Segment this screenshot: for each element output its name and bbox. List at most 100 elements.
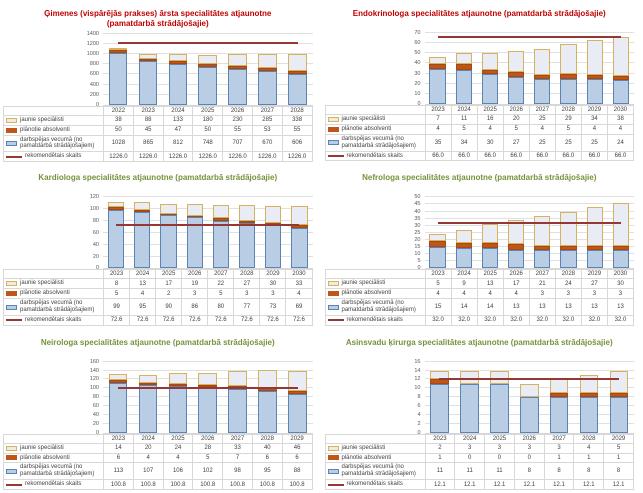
bar-segment-working-age [490,383,509,433]
plot-area: 0 2 4 6 8 10 12 14 16 [414,359,634,436]
bar-segment-graduates [228,66,247,69]
bar-segment-new-specialists [186,204,203,216]
bar-segment-graduates [534,245,551,250]
data-table: 2023 2024 2025 2026 2027 2028 2029 2030 jaunie s… [324,269,635,326]
y-axis-tick-label: 40 [414,208,421,215]
value-cell: 72.6 [155,314,183,326]
legend-label: darbspējas vecumā (no pamatdarbā strādāj… [20,464,95,478]
bar-segment-new-specialists [490,370,509,384]
plot-area: 0 200 400 600 800 1000 1200 1400 [87,31,313,108]
bar-segment-new-specialists [519,383,539,398]
legend-cell: plānotie absolventi [324,123,426,135]
bar-segment-working-age [134,212,151,269]
y-axis-tick-label: 60 [92,403,99,410]
chart-panel: Endokrinologa specialitātes atjaunotne (… [321,0,643,165]
legend-cell: rekomendētais skaits [324,150,426,162]
bar-segment-new-specialists [609,370,629,393]
legend-swatch-new-specialists [327,281,339,287]
data-table: 2023 2024 2025 2026 2027 2028 2029 2030 jaunie s… [3,269,313,326]
year-header-cell: 2029 [580,269,608,280]
year-header-cell: 2026 [502,269,530,280]
bar-column [503,33,529,104]
bar-segment-working-age [138,60,158,105]
value-cell: 13 [502,298,530,316]
bar-segment-working-age [108,382,128,433]
y-axis-tick-label: 40 [414,60,421,67]
y-axis-tick-label: 8 [417,394,421,401]
value-cell: 69 [285,298,313,316]
value-cell: 4 [424,288,452,300]
year-header-cell: 2028 [554,105,582,115]
legend-swatch-new-specialists [6,445,17,451]
value-cell: 1028 [103,134,134,153]
year-header-cell: 2028 [281,105,313,116]
value-cell: 133 [162,114,194,126]
chart-panel: Ģimenes (vispārējās prakses) ārsta speci… [0,0,322,165]
value-cell: 707 [222,134,253,153]
value-cell: 180 [192,114,224,126]
value-cell: 21 [528,278,556,290]
table-row: darbspējas vecumā (no pamatdarbā strādāj… [324,133,635,152]
bar-segment-new-specialists [108,373,128,380]
bar-segment-new-specialists [258,53,277,69]
bar-segment-new-specialists [258,370,277,388]
bar-segment-graduates [138,383,158,386]
value-cell: 6 [281,452,313,464]
bar-column [451,197,477,269]
recommended-line [437,221,621,224]
chart-title: Endokrinologa specialitātes atjaunotne (… [352,9,606,18]
table-header-row: 2023 2024 2025 2026 2027 2028 2029 [324,433,634,444]
value-cell: 865 [132,134,164,153]
bar-segment-new-specialists [168,373,188,384]
value-cell: 8 [603,462,634,481]
value-cell: 66.0 [502,150,530,162]
legend-label: jaunie speciālisti [341,444,386,451]
legend-label: darbspējas vecumā (no pamatdarbā strādāj… [20,300,95,313]
value-cell: 12.1 [424,479,456,491]
legend-label: plānotie absolventi [341,454,392,461]
y-axis-tick-label: 100 [89,385,99,392]
value-cell: 4 [528,123,556,135]
bars-area [425,33,635,104]
chart-panel: Kardiologa specialitātes atjaunotne (pam… [0,164,322,329]
value-cell: 99 [102,298,131,316]
bar-segment-graduates [430,379,449,384]
y-axis-tick-label: 400 [89,81,99,88]
y-axis-tick-label: 0 [95,101,99,108]
year-header-cell: 2024 [454,433,486,444]
legend-cell: rekomendētais skaits [3,151,104,163]
y-axis-tick-label: 0 [417,265,421,272]
year-header-cell: 2023 [103,433,134,444]
year-header-cell: 2028 [233,269,261,280]
y-axis-tick-label: 10 [414,90,421,97]
bar-segment-working-age [560,78,577,104]
bar-segment-graduates [560,245,577,250]
year-header-cell: 2024 [132,433,164,444]
value-cell: 66.0 [580,150,608,162]
bar-segment-graduates [455,64,472,70]
bar-segment-graduates [134,209,151,213]
legend-entry: jaunie speciālisti [6,445,101,452]
bars-area [103,34,313,105]
bar-segment-new-specialists [138,54,158,59]
legend-entry: plānotie absolventi [327,454,423,462]
bar-column [286,197,312,269]
bar-segment-working-age [579,397,599,433]
value-cell: 100.8 [162,479,194,491]
value-cell: 106 [162,462,194,481]
table-row: plānotie absolventi 1 0 0 0 1 1 1 [324,452,634,464]
bar-column [582,33,608,104]
value-cell: 12.1 [513,479,545,491]
y-axis-tick-label: 0 [417,429,421,436]
value-cell: 1 [573,452,605,464]
value-cell: 11 [424,462,456,481]
y-axis-tick-label: 120 [89,194,99,201]
year-header-cell: 2026 [192,433,224,444]
bar-segment-graduates [549,392,569,398]
value-cell: 80 [207,298,235,316]
bar-segment-new-specialists [586,40,603,75]
gridline [424,62,634,64]
bar-segment-working-age [519,397,539,433]
y-axis-tick-label: 0 [95,265,99,272]
bar-segment-new-specialists [612,203,630,246]
